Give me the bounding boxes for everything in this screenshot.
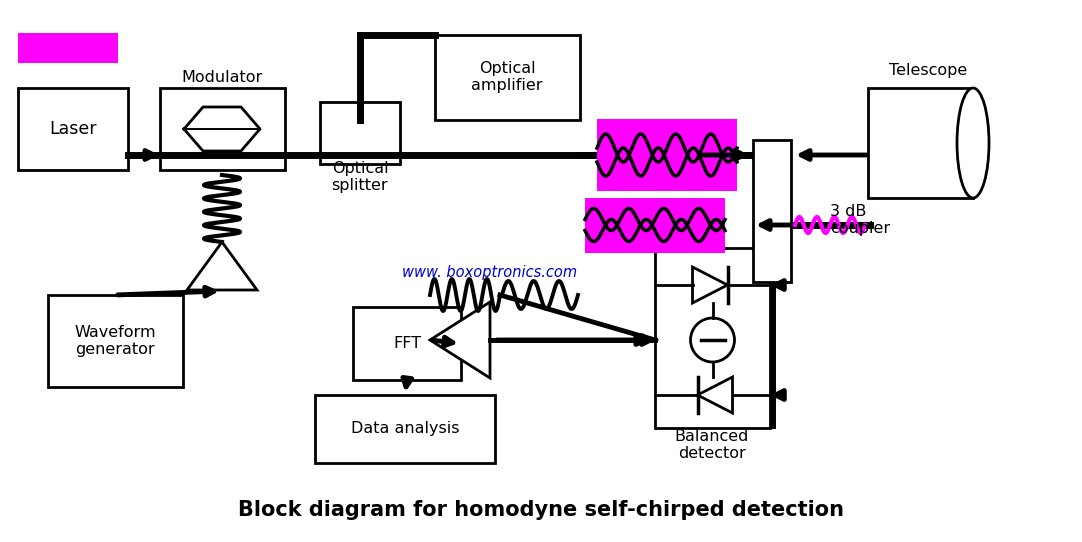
FancyBboxPatch shape <box>753 140 791 282</box>
Text: Optical
splitter: Optical splitter <box>332 161 388 193</box>
FancyBboxPatch shape <box>353 307 461 380</box>
Text: Balanced
detector: Balanced detector <box>675 429 749 461</box>
Polygon shape <box>698 377 733 413</box>
FancyBboxPatch shape <box>160 88 285 170</box>
Polygon shape <box>430 302 490 378</box>
FancyBboxPatch shape <box>585 197 725 253</box>
Text: Waveform
generator: Waveform generator <box>75 325 156 357</box>
FancyBboxPatch shape <box>868 88 973 198</box>
Text: Optical
amplifier: Optical amplifier <box>472 61 543 93</box>
FancyBboxPatch shape <box>320 102 400 164</box>
Circle shape <box>690 318 735 362</box>
Text: www. boxoptronics.com: www. boxoptronics.com <box>403 264 578 280</box>
FancyBboxPatch shape <box>435 35 580 120</box>
Polygon shape <box>692 267 727 303</box>
Ellipse shape <box>956 88 989 198</box>
Text: FFT: FFT <box>393 336 421 351</box>
Text: Laser: Laser <box>50 120 96 138</box>
Text: Modulator: Modulator <box>182 70 263 86</box>
Text: Telescope: Telescope <box>889 62 967 78</box>
Text: Data analysis: Data analysis <box>351 422 459 436</box>
FancyBboxPatch shape <box>18 88 128 170</box>
FancyBboxPatch shape <box>655 248 770 428</box>
FancyBboxPatch shape <box>597 119 737 191</box>
FancyBboxPatch shape <box>48 295 183 387</box>
Polygon shape <box>187 242 258 290</box>
FancyBboxPatch shape <box>315 395 494 463</box>
Text: Block diagram for homodyne self-chirped detection: Block diagram for homodyne self-chirped … <box>238 500 844 520</box>
Text: 3 dB
coupler: 3 dB coupler <box>830 204 890 236</box>
FancyBboxPatch shape <box>18 33 118 63</box>
